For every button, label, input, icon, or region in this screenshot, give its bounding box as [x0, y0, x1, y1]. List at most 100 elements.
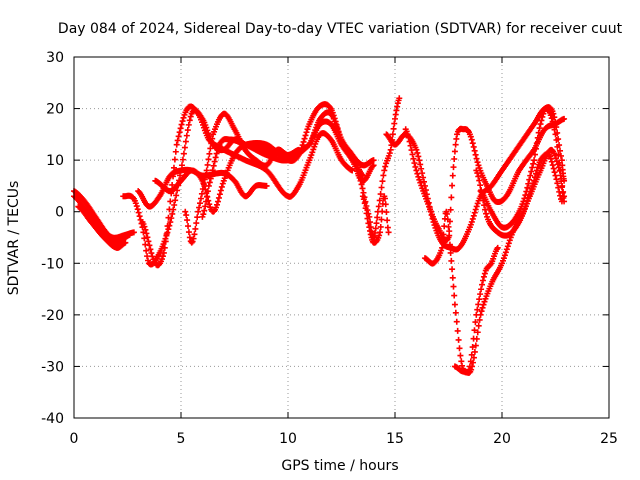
data-point	[358, 181, 365, 188]
data-point	[483, 210, 490, 217]
x-tick-label: 25	[600, 431, 618, 447]
series-track-5	[139, 103, 356, 269]
data-point	[439, 239, 446, 246]
data-point	[179, 156, 186, 163]
data-point	[171, 202, 178, 209]
data-point	[171, 156, 178, 163]
data-point	[144, 234, 151, 241]
data-point	[472, 319, 479, 326]
data-point	[557, 147, 564, 154]
data-point	[444, 210, 451, 217]
data-point	[185, 121, 192, 128]
data-point	[206, 179, 213, 186]
data-point	[357, 177, 364, 184]
data-point	[173, 141, 180, 148]
data-point	[302, 132, 309, 139]
data-point	[476, 177, 483, 184]
data-point	[521, 195, 528, 202]
data-point	[175, 133, 182, 140]
data-point	[182, 208, 189, 215]
data-point	[533, 140, 540, 147]
data-point	[475, 322, 482, 329]
y-tick-label: -20	[41, 308, 64, 324]
data-point	[176, 129, 183, 136]
data-point	[377, 229, 384, 236]
data-point	[469, 215, 476, 222]
y-tick-label: 10	[46, 153, 64, 169]
data-point	[449, 266, 456, 273]
data-point	[480, 301, 487, 308]
data-point	[550, 122, 557, 129]
y-tick-label: -10	[41, 256, 64, 272]
y-tick-label: -40	[41, 411, 64, 427]
data-point	[359, 185, 366, 192]
data-point	[173, 192, 180, 199]
data-point	[187, 113, 194, 120]
data-point	[375, 203, 382, 210]
data-point	[405, 134, 412, 141]
data-point	[333, 123, 340, 130]
data-point	[207, 175, 214, 182]
data-point	[456, 345, 463, 352]
data-point	[451, 292, 458, 299]
data-point	[479, 277, 486, 284]
data-point	[396, 95, 403, 102]
data-point	[199, 186, 206, 193]
data-point	[214, 198, 221, 205]
data-point	[202, 203, 209, 210]
data-point	[473, 311, 480, 318]
data-point	[166, 206, 173, 213]
data-point	[167, 198, 174, 205]
data-point	[141, 223, 148, 230]
data-point	[377, 223, 384, 230]
data-point	[548, 158, 555, 165]
axis-ticks: 0 5 10 15 20 25 -40 -30 -20 -10 0 10 20 30	[41, 50, 618, 447]
data-point	[525, 180, 532, 187]
data-point	[180, 114, 187, 121]
data-point	[147, 246, 154, 253]
data-point	[535, 129, 542, 136]
y-tick-label: 0	[55, 205, 64, 221]
data-point	[523, 188, 530, 195]
data-point	[446, 241, 453, 248]
data-point	[471, 209, 478, 216]
data-point	[555, 151, 562, 158]
data-point	[212, 154, 219, 161]
data-point	[143, 230, 150, 237]
data-point	[527, 172, 534, 179]
data-point	[469, 140, 476, 147]
data-point	[369, 163, 376, 170]
data-point	[359, 193, 366, 200]
data-point	[450, 283, 457, 290]
grid-lines	[74, 57, 609, 418]
data-point	[414, 149, 421, 156]
x-tick-label: 0	[70, 431, 79, 447]
data-point	[148, 250, 155, 257]
data-point	[181, 144, 188, 151]
data-point	[383, 209, 390, 216]
data-point	[561, 198, 568, 205]
data-point	[172, 197, 179, 204]
data-point	[218, 183, 225, 190]
data-point	[528, 168, 535, 175]
data-point	[447, 206, 454, 213]
data-point	[177, 125, 184, 132]
data-point	[506, 237, 513, 244]
data-point	[165, 226, 172, 233]
data-point	[194, 214, 201, 221]
data-point	[370, 162, 377, 169]
data-point	[480, 273, 487, 280]
data-point	[188, 239, 195, 246]
data-point	[182, 138, 189, 145]
data-point	[550, 165, 557, 172]
data-point	[384, 217, 391, 224]
data-point	[451, 155, 458, 162]
data-point	[474, 170, 481, 177]
data-point	[370, 157, 377, 164]
data-point	[133, 203, 140, 210]
data-point	[379, 178, 386, 185]
data-markers	[71, 95, 568, 376]
data-point	[552, 131, 559, 138]
x-tick-label: 10	[279, 431, 297, 447]
